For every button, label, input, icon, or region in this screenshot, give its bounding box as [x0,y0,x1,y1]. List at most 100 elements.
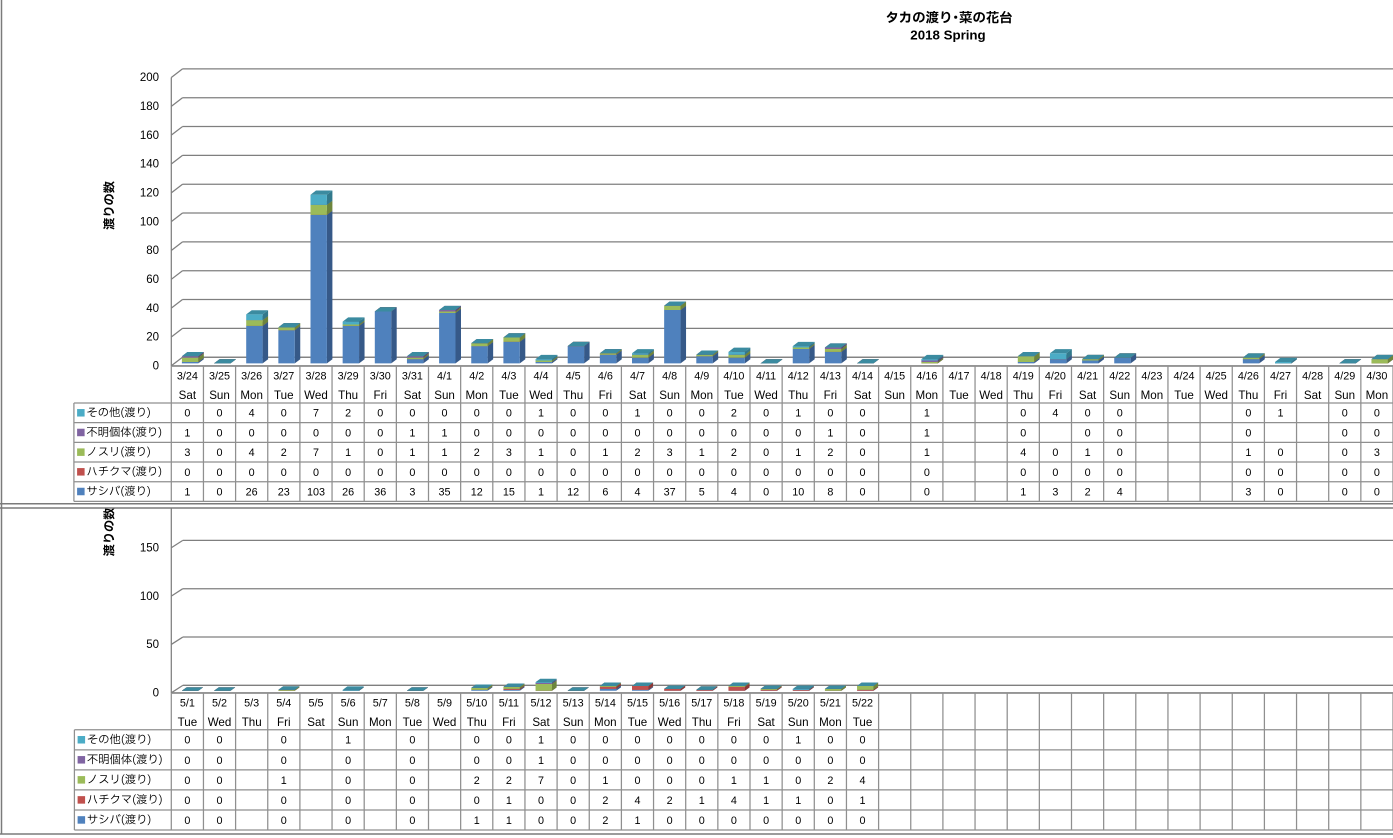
svg-text:6: 6 [602,486,608,498]
svg-text:0: 0 [1374,486,1380,498]
svg-text:1: 1 [184,486,190,498]
svg-text:2: 2 [602,815,608,827]
svg-text:100: 100 [140,216,159,228]
svg-text:0: 0 [506,735,512,747]
svg-text:4/6: 4/6 [598,371,613,383]
svg-text:1: 1 [345,735,351,747]
svg-text:60: 60 [146,274,159,286]
svg-text:Thu: Thu [467,716,487,729]
svg-text:0: 0 [184,735,190,747]
svg-text:0: 0 [1342,467,1348,479]
svg-text:0: 0 [667,467,673,479]
svg-text:Tue: Tue [274,389,294,402]
svg-text:0: 0 [860,755,866,767]
svg-text:Mon: Mon [916,389,939,402]
svg-text:0: 0 [1342,486,1348,498]
svg-text:0: 0 [1085,467,1091,479]
svg-text:3/29: 3/29 [338,371,359,383]
svg-text:0: 0 [538,815,544,827]
svg-text:0: 0 [538,795,544,807]
svg-text:1: 1 [538,408,544,420]
svg-text:5/5: 5/5 [308,697,323,709]
svg-text:1: 1 [1085,447,1091,459]
svg-text:1: 1 [924,447,930,459]
svg-text:5/7: 5/7 [373,697,388,709]
svg-text:0: 0 [570,408,576,420]
svg-text:Tue: Tue [949,389,969,402]
svg-text:1: 1 [795,447,801,459]
svg-text:0: 0 [345,755,351,767]
svg-text:0: 0 [217,486,223,498]
svg-text:Wed: Wed [754,389,778,402]
svg-text:0: 0 [506,408,512,420]
svg-text:Sun: Sun [338,716,359,729]
svg-text:1: 1 [602,775,608,787]
svg-text:4/16: 4/16 [916,371,937,383]
svg-text:Mon: Mon [819,716,842,729]
svg-text:0: 0 [570,735,576,747]
svg-text:26: 26 [246,486,258,498]
svg-text:Sat: Sat [1079,389,1097,402]
svg-text:Sun: Sun [884,389,905,402]
svg-text:3: 3 [184,447,190,459]
svg-text:0: 0 [1245,408,1251,420]
svg-text:Sat: Sat [307,716,325,729]
svg-text:5/21: 5/21 [820,697,841,709]
svg-text:0: 0 [827,735,833,747]
svg-text:140: 140 [140,159,159,171]
svg-text:0: 0 [506,427,512,439]
svg-text:0: 0 [184,408,190,420]
svg-text:4: 4 [731,486,737,498]
svg-text:0: 0 [217,447,223,459]
svg-text:5/19: 5/19 [756,697,777,709]
svg-text:Sun: Sun [788,716,809,729]
svg-text:1: 1 [763,795,769,807]
svg-text:2: 2 [345,408,351,420]
svg-text:0: 0 [699,775,705,787]
svg-text:3/30: 3/30 [370,371,391,383]
svg-text:0: 0 [474,735,480,747]
svg-text:0: 0 [827,755,833,767]
svg-text:2: 2 [634,447,640,459]
svg-text:4/25: 4/25 [1206,371,1227,383]
svg-text:0: 0 [1085,408,1091,420]
svg-text:4: 4 [249,408,255,420]
svg-text:4: 4 [1117,486,1123,498]
svg-text:Mon: Mon [465,389,488,402]
svg-text:0: 0 [281,467,287,479]
svg-text:0: 0 [313,427,319,439]
svg-text:4/5: 4/5 [566,371,581,383]
svg-text:1: 1 [1277,408,1283,420]
svg-text:180: 180 [140,101,159,113]
svg-text:0: 0 [1277,486,1283,498]
svg-text:0: 0 [217,467,223,479]
svg-text:5/4: 5/4 [276,697,291,709]
svg-text:0: 0 [217,755,223,767]
svg-text:0: 0 [184,815,190,827]
svg-text:5/11: 5/11 [499,697,519,709]
svg-text:0: 0 [217,427,223,439]
svg-text:0: 0 [377,427,383,439]
svg-text:1: 1 [699,447,705,459]
svg-text:0: 0 [860,486,866,498]
svg-text:Mon: Mon [369,716,392,729]
svg-text:Sat: Sat [179,389,197,402]
svg-text:0: 0 [377,447,383,459]
svg-text:5/2: 5/2 [212,697,227,709]
svg-text:5/20: 5/20 [788,697,809,709]
svg-text:3/24: 3/24 [177,371,198,383]
svg-text:0: 0 [1277,447,1283,459]
svg-text:5/15: 5/15 [627,697,648,709]
svg-text:0: 0 [763,486,769,498]
svg-text:0: 0 [602,467,608,479]
svg-text:0: 0 [699,408,705,420]
svg-text:0: 0 [409,408,415,420]
svg-text:Tue: Tue [724,389,744,402]
svg-text:1: 1 [409,427,415,439]
svg-text:0: 0 [667,755,673,767]
svg-text:4/9: 4/9 [694,371,709,383]
svg-text:Thu: Thu [1013,389,1033,402]
svg-text:3/27: 3/27 [273,371,294,383]
svg-text:4/8: 4/8 [662,371,677,383]
svg-text:0: 0 [409,795,415,807]
